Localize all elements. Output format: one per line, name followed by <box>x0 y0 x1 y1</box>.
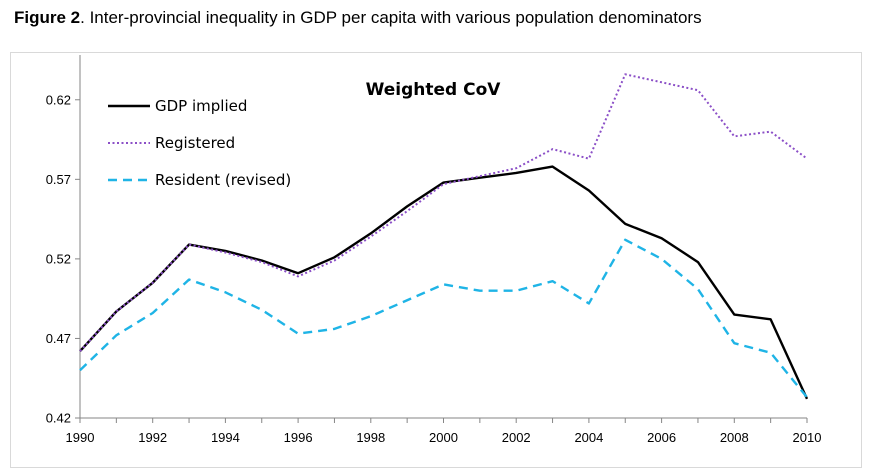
x-tick-label: 1994 <box>211 430 240 445</box>
x-tick-label: 1992 <box>138 430 167 445</box>
x-tick-label: 2000 <box>429 430 458 445</box>
y-tick-label: 0.52 <box>46 251 71 266</box>
x-tick-label: 2008 <box>720 430 749 445</box>
y-tick-label: 0.57 <box>46 172 71 187</box>
series-line-gdp-implied <box>79 165 809 400</box>
x-tick-label: 2002 <box>502 430 531 445</box>
y-tick-label: 0.42 <box>46 411 71 426</box>
x-tick-label: 1990 <box>66 430 95 445</box>
x-tick-label: 1996 <box>284 430 313 445</box>
legend-label: Registered <box>155 134 235 152</box>
legend-label: Resident (revised) <box>155 171 291 189</box>
x-tick-label: 2006 <box>647 430 676 445</box>
figure-label: Figure 2 <box>14 8 81 27</box>
x-tick-label: 1998 <box>356 430 385 445</box>
series-line-resident-revised <box>79 238 808 399</box>
y-tick-label: 0.47 <box>46 331 71 346</box>
figure-caption-text: . Inter-provincial inequality in GDP per… <box>80 8 702 27</box>
legend-label: GDP implied <box>155 97 247 115</box>
y-tick-label: 0.62 <box>46 92 71 107</box>
figure-caption: Figure 2. Inter-provincial inequality in… <box>14 8 702 28</box>
x-tick-label: 2010 <box>793 430 822 445</box>
series-line-registered <box>79 73 808 352</box>
chart-title: Weighted CoV <box>366 80 502 100</box>
chart-area <box>10 52 862 468</box>
x-tick-label: 2004 <box>574 430 603 445</box>
